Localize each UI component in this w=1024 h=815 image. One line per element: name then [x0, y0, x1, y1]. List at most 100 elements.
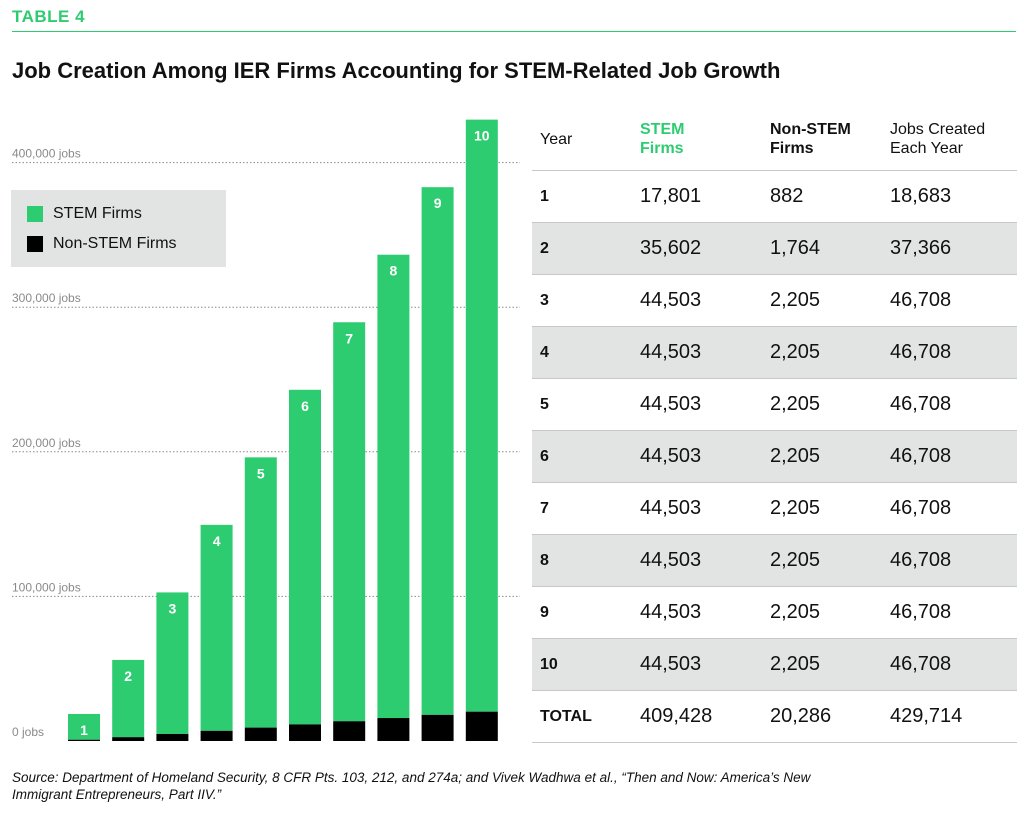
cell-stem: 44,503 [632, 378, 768, 431]
y-tick-label: 100,000 jobs [12, 580, 81, 594]
bar-stem [333, 322, 366, 722]
cell-nonstem: 882 [768, 170, 882, 223]
table-row: 10 44,503 2,205 46,708 [532, 638, 1017, 691]
header-nonstem: Non-STEM Firms [768, 108, 882, 171]
bar-nonstem [333, 721, 366, 741]
cell-stem: 44,503 [632, 534, 768, 587]
bar-label: 2 [124, 668, 132, 684]
cell-year: 6 [532, 430, 632, 483]
cell-stem: 44,503 [632, 274, 768, 327]
bar-stem [289, 389, 321, 725]
cell-nonstem: 2,205 [768, 482, 882, 535]
bar-stem [244, 457, 277, 728]
cell-stem: 35,602 [632, 222, 768, 275]
legend-item-nonstem: Non-STEM Firms [27, 235, 177, 253]
header-stem: STEM Firms [632, 108, 768, 171]
y-tick-label: 400,000 jobs [12, 147, 81, 161]
bar-label: 10 [474, 128, 490, 144]
table-header-row: Year STEM Firms Non-STEM Firms Jobs Crea… [532, 108, 1017, 171]
cell-created: 46,708 [882, 534, 1017, 587]
header-nonstem-line1: Non-STEM [770, 121, 851, 138]
stacked-bar-chart: 0 jobs 100,000 jobs 200,000 jobs 300,000 jo… [12, 119, 520, 741]
bar-stem [112, 659, 145, 738]
cell-nonstem: 2,205 [768, 378, 882, 431]
bar-label: 9 [434, 195, 442, 211]
chart-legend: STEM Firms Non-STEM Firms [11, 190, 226, 267]
cell-nonstem: 2,205 [768, 534, 882, 587]
cell-year: 2 [532, 222, 632, 275]
header-year: Year [532, 108, 632, 171]
bar-nonstem [465, 711, 498, 741]
bar-nonstem [200, 730, 233, 741]
bar-label: 8 [390, 263, 398, 279]
legend-swatch-nonstem [27, 236, 43, 252]
cell-year: 5 [532, 378, 632, 431]
cell-nonstem: 2,205 [768, 638, 882, 691]
cell-stem: 44,503 [632, 482, 768, 535]
table-row: 5 44,503 2,205 46,708 [532, 378, 1017, 431]
legend-label-stem: STEM Firms [53, 205, 142, 222]
header-stem-line2: Firms [640, 140, 684, 157]
cell-year: 3 [532, 274, 632, 327]
bar-nonstem [244, 727, 277, 741]
cell-year: 10 [532, 638, 632, 691]
bar-stem [465, 119, 498, 712]
cell-created: 46,708 [882, 638, 1017, 691]
y-tick-label: 200,000 jobs [12, 436, 81, 450]
cell-created: 37,366 [882, 222, 1017, 275]
bar-label: 7 [345, 330, 353, 346]
bar-label: 5 [257, 465, 265, 481]
total-stem: 409,428 [632, 690, 768, 743]
cell-nonstem: 2,205 [768, 430, 882, 483]
data-table: Year STEM Firms Non-STEM Firms Jobs Crea… [532, 108, 1017, 743]
total-nonstem: 20,286 [768, 690, 882, 743]
bar-label: 6 [301, 398, 309, 414]
total-created: 429,714 [882, 690, 1017, 743]
table-total-row: TOTAL 409,428 20,286 429,714 [532, 690, 1017, 743]
cell-created: 18,683 [882, 170, 1017, 223]
cell-stem: 44,503 [632, 638, 768, 691]
cell-created: 46,708 [882, 482, 1017, 535]
bar-nonstem [289, 724, 321, 741]
legend-swatch-stem [27, 206, 43, 222]
cell-nonstem: 1,764 [768, 222, 882, 275]
source-line-1: Source: Department of Homeland Security,… [12, 770, 811, 785]
cell-year: 8 [532, 534, 632, 587]
cell-created: 46,708 [882, 586, 1017, 639]
table-row: 7 44,503 2,205 46,708 [532, 482, 1017, 535]
source-line-2: Immigrant Entrepreneurs, Part IIV.” [12, 787, 222, 802]
cell-stem: 44,503 [632, 586, 768, 639]
header-created: Jobs Created Each Year [882, 108, 1017, 171]
cell-year: 9 [532, 586, 632, 639]
bar-nonstem [377, 718, 410, 741]
source-note: Source: Department of Homeland Security,… [12, 769, 1012, 803]
cell-stem: 44,503 [632, 430, 768, 483]
bar-label: 3 [169, 600, 177, 616]
table-row: 8 44,503 2,205 46,708 [532, 534, 1017, 587]
cell-created: 46,708 [882, 378, 1017, 431]
header-created-line2: Each Year [890, 140, 963, 157]
legend-item-stem: STEM Firms [27, 205, 142, 223]
table-row: 6 44,503 2,205 46,708 [532, 430, 1017, 483]
table-row: 9 44,503 2,205 46,708 [532, 586, 1017, 639]
header-nonstem-line2: Firms [770, 140, 814, 157]
total-label: TOTAL [532, 690, 632, 743]
bar-stem [68, 713, 100, 740]
header-stem-line1: STEM [640, 121, 685, 138]
legend-label-nonstem: Non-STEM Firms [53, 235, 177, 252]
header-created-line1: Jobs Created [890, 121, 986, 138]
table-row: 3 44,503 2,205 46,708 [532, 274, 1017, 327]
chart-title: Job Creation Among IER Firms Accounting … [12, 58, 781, 83]
table-row: 4 44,503 2,205 46,708 [532, 326, 1017, 379]
y-tick-label: 300,000 jobs [12, 291, 81, 305]
bar-label: 4 [213, 533, 221, 549]
cell-nonstem: 2,205 [768, 326, 882, 379]
top-rule [12, 31, 1016, 32]
table-row: 2 35,602 1,764 37,366 [532, 222, 1017, 275]
cell-stem: 44,503 [632, 326, 768, 379]
table-label: TABLE 4 [12, 7, 86, 26]
y-tick-label: 0 jobs [12, 725, 44, 739]
bar-nonstem [156, 733, 189, 741]
bar-stem [421, 187, 454, 715]
bar-stem [200, 524, 233, 731]
